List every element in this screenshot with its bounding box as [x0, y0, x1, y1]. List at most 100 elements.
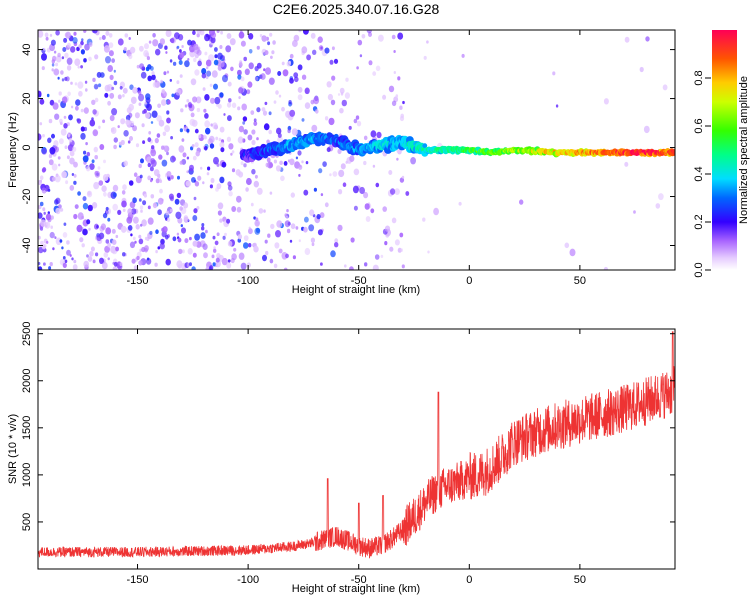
noise-point [73, 161, 78, 168]
noise-point [137, 90, 142, 95]
noise-point [355, 115, 360, 120]
noise-point [43, 262, 46, 266]
noise-point [57, 76, 60, 80]
noise-point [192, 240, 198, 247]
noise-point [81, 215, 84, 220]
noise-point [277, 71, 282, 76]
noise-point [179, 74, 183, 78]
noise-point [57, 156, 61, 160]
noise-point [80, 49, 85, 55]
noise-point [110, 245, 117, 254]
noise-point [303, 226, 308, 233]
noise-point [73, 31, 77, 36]
noise-point [324, 47, 330, 54]
noise-point [129, 120, 135, 127]
noise-point [260, 73, 266, 80]
noise-point [278, 248, 283, 254]
noise-point [69, 185, 75, 191]
noise-point [77, 81, 84, 89]
noise-point [150, 121, 154, 124]
noise-point [226, 218, 231, 224]
noise-point [304, 87, 310, 95]
noise-point [105, 239, 110, 244]
noise-point [281, 106, 285, 112]
noise-point [177, 264, 182, 269]
noise-point [41, 187, 47, 194]
noise-point [298, 164, 303, 170]
noise-point [304, 102, 311, 109]
noise-point [105, 56, 111, 64]
noise-point [276, 220, 283, 228]
colorbar-tick-label: 0.4 [693, 166, 705, 181]
noise-point [219, 60, 225, 68]
noise-point [204, 51, 208, 56]
noise-point [458, 201, 462, 206]
noise-point [166, 217, 171, 223]
snr-x-label: Height of straight line (km) [292, 583, 420, 595]
noise-point [141, 123, 145, 128]
noise-point [213, 246, 216, 250]
noise-point [569, 248, 576, 257]
noise-point [55, 62, 59, 67]
noise-point [147, 175, 152, 181]
noise-point [143, 50, 149, 57]
colorbar-ticks: 0.0 0.2 0.4 0.6 0.8 [693, 70, 711, 278]
noise-point [375, 182, 380, 188]
noise-point [227, 185, 233, 191]
noise-point [364, 262, 368, 267]
snr-y-tick-label: 1000 [21, 463, 33, 487]
noise-point [159, 188, 163, 194]
noise-point [131, 258, 136, 264]
noise-point [169, 78, 172, 82]
noise-point [157, 197, 164, 205]
noise-point [84, 43, 90, 51]
noise-point [153, 169, 160, 177]
noise-point [365, 216, 371, 222]
noise-point [256, 107, 261, 113]
noise-point [310, 237, 315, 243]
noise-point [151, 71, 155, 76]
noise-point [320, 46, 323, 50]
noise-point [132, 197, 137, 204]
noise-point [93, 83, 99, 90]
noise-point [237, 234, 243, 240]
noise-point [555, 104, 559, 108]
noise-point [308, 224, 315, 232]
noise-point [48, 266, 52, 270]
noise-point [76, 46, 80, 52]
noise-point [160, 79, 164, 84]
noise-point [624, 36, 630, 43]
noise-point [248, 228, 253, 235]
noise-point [401, 264, 405, 269]
noise-point [96, 225, 99, 229]
noise-point [102, 174, 109, 181]
noise-point [247, 81, 253, 88]
noise-point [206, 172, 210, 176]
noise-point [384, 241, 388, 246]
snr-y-tick-label: 2500 [21, 321, 33, 345]
noise-point [111, 228, 116, 234]
noise-point [356, 66, 359, 70]
noise-point [221, 161, 227, 168]
noise-point [202, 243, 208, 250]
noise-point [86, 219, 91, 225]
noise-point [74, 82, 78, 86]
noise-point [119, 262, 123, 267]
noise-point [62, 232, 68, 238]
noise-point [112, 192, 117, 198]
noise-point [139, 174, 143, 179]
noise-point [66, 249, 71, 256]
noise-point [271, 50, 275, 55]
noise-point [166, 151, 169, 156]
noise-point [220, 147, 225, 153]
noise-point [194, 142, 199, 148]
noise-point [275, 90, 279, 95]
noise-point [298, 173, 301, 177]
noise-point [291, 128, 298, 136]
noise-point [191, 144, 195, 148]
snr-y-tick-label: 500 [21, 513, 33, 531]
noise-point [361, 34, 366, 39]
noise-point [74, 204, 79, 210]
noise-point [61, 96, 68, 104]
noise-point [39, 122, 43, 126]
